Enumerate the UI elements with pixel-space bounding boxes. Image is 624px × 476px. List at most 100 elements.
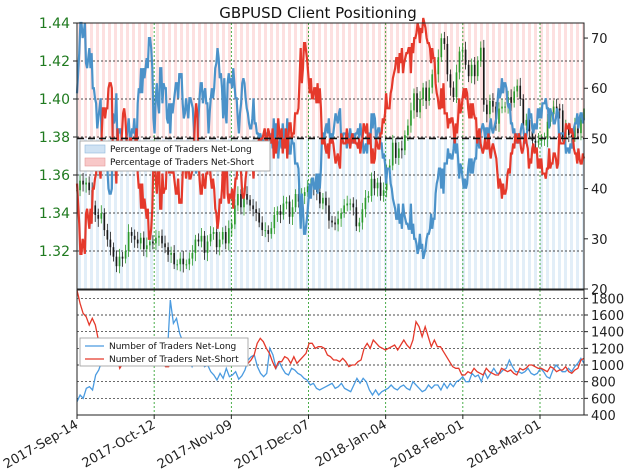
price-tick-label: 1.34 <box>39 206 70 222</box>
date-tick-label: 2018-Jan-04 <box>313 417 390 470</box>
candle-body <box>577 125 579 134</box>
candle-body <box>455 72 458 98</box>
count-tick-label: 1600 <box>591 309 624 324</box>
top-legend: Percentage of Traders Net-Long Percentag… <box>79 140 271 172</box>
price-tick-label: 1.42 <box>39 54 70 70</box>
candle-body <box>276 211 279 215</box>
candle-body <box>103 213 106 231</box>
pct-tick-label: 20 <box>591 283 608 298</box>
candle-body <box>489 100 491 115</box>
date-tick-label: 2018-Mar-01 <box>465 417 544 471</box>
candle-body <box>149 241 151 246</box>
candle-body <box>516 85 519 92</box>
pct-tick-label: 40 <box>591 183 608 198</box>
candle-body <box>240 194 242 208</box>
price-tick-label: 1.40 <box>39 92 70 108</box>
candle-body <box>209 233 212 242</box>
candle-body <box>358 222 361 227</box>
candle-body <box>422 87 424 99</box>
count-long-legend-label: Number of Traders Net-Long <box>109 342 236 352</box>
candle-body <box>446 43 449 75</box>
price-axis-ticks: 1.32 1.34 1.36 1.38 1.40 1.42 1.44 <box>39 16 77 260</box>
candle-body <box>352 203 355 208</box>
date-axis-ticks: 2017-Sep-142017-Oct-122017-Nov-092017-De… <box>1 415 544 473</box>
candle-body <box>443 38 446 44</box>
candle-body <box>215 232 218 248</box>
candle-body <box>410 110 412 126</box>
candle-body <box>364 197 367 210</box>
candle-body <box>288 201 291 217</box>
candle-body <box>340 213 342 219</box>
candle-body <box>413 93 415 111</box>
candle-body <box>136 239 139 244</box>
candle-body <box>337 218 339 225</box>
candle-body <box>161 235 163 244</box>
candle-body <box>206 241 209 253</box>
candle-body <box>142 237 145 250</box>
candle-body <box>388 165 391 170</box>
candle-body <box>112 247 115 257</box>
candle-body <box>285 201 288 204</box>
count-short-legend-label: Number of Traders Net-Short <box>109 355 239 365</box>
candle-body <box>525 119 528 126</box>
candle-body <box>482 47 485 105</box>
candle-body <box>261 222 264 231</box>
candle-body <box>419 99 421 113</box>
candle-body <box>458 51 461 73</box>
candle-body <box>334 222 336 225</box>
candle-body <box>394 142 397 158</box>
count-tick-label: 1400 <box>591 326 624 341</box>
candle-body <box>479 47 482 61</box>
candle-body <box>164 243 166 248</box>
candle-body <box>124 251 127 259</box>
candle-body <box>319 192 321 204</box>
count-tick-label: 1800 <box>591 292 624 307</box>
candle-body <box>510 97 512 103</box>
price-tick-label: 1.36 <box>39 168 70 184</box>
candle-body <box>203 235 206 253</box>
candle-body <box>234 205 236 225</box>
candle-body <box>173 252 175 265</box>
candle-body <box>115 256 118 267</box>
candle-body <box>370 178 373 196</box>
candle-body <box>391 142 394 166</box>
candle-body <box>152 241 154 244</box>
candle-body <box>355 207 358 227</box>
candle-body <box>224 232 227 244</box>
date-tick-label: 2017-Nov-09 <box>155 417 235 472</box>
candle-body <box>100 213 103 219</box>
candle-body <box>492 100 494 107</box>
candle-body <box>349 203 352 205</box>
candle-body <box>561 110 564 137</box>
net-long-legend-label: Percentage of Traders Net-Long <box>110 145 252 155</box>
candle-body <box>540 138 543 141</box>
candle-body <box>580 119 582 134</box>
candle-body <box>476 61 479 77</box>
pct-tick-label: 70 <box>591 32 608 47</box>
candle-body <box>498 108 500 124</box>
candle-body <box>501 106 503 109</box>
candle-body <box>212 232 215 234</box>
candle-body <box>437 57 440 75</box>
candle-body <box>440 38 443 58</box>
candle-body <box>367 195 370 198</box>
candle-body <box>218 239 221 248</box>
pct-tick-label: 60 <box>591 82 608 97</box>
candle-body <box>118 256 121 267</box>
candle-body <box>397 148 400 158</box>
chart-title: GBPUSD Client Positioning <box>219 4 417 22</box>
candle-body <box>121 256 124 259</box>
candle-body <box>513 91 516 103</box>
candle-body <box>452 87 455 98</box>
candle-body <box>373 178 376 189</box>
candle-body <box>473 64 476 77</box>
net-long-legend-swatch <box>84 144 106 154</box>
candle-body <box>431 74 434 88</box>
candle-body <box>428 87 430 101</box>
percentage-axis-ticks: 20 30 40 50 60 70 <box>584 32 608 298</box>
candle-body <box>249 199 251 206</box>
date-tick-label: 2018-Feb-01 <box>388 417 467 471</box>
top-panel-frame <box>76 22 585 290</box>
